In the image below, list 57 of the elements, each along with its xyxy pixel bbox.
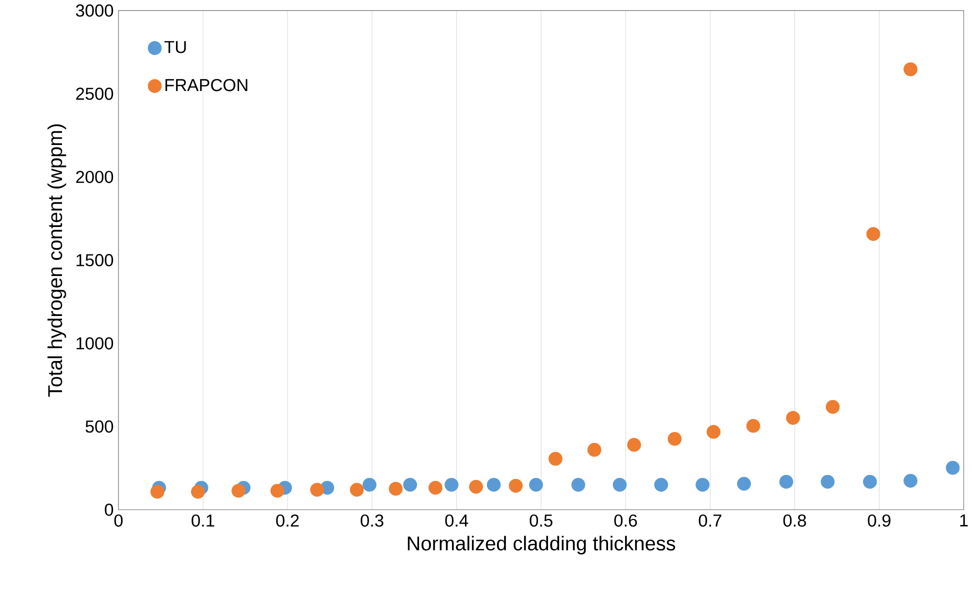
x-tick-label: 0.3: [360, 514, 384, 527]
point: [587, 442, 602, 457]
y-tick-label: 1000: [76, 337, 114, 350]
point: [150, 484, 164, 499]
point: [508, 478, 523, 493]
point: [362, 478, 376, 492]
point: [612, 478, 627, 492]
point: [706, 424, 720, 439]
x-tick-label: 0.2: [276, 514, 299, 527]
point: [232, 484, 246, 498]
point: [627, 438, 642, 452]
x-tick-label: 0.7: [698, 514, 722, 527]
point: [403, 478, 418, 492]
point: [826, 400, 840, 414]
point: [904, 474, 918, 488]
y-tick-label: 1500: [76, 254, 114, 266]
x-tick-label: 0.9: [868, 514, 890, 527]
x-tick-label: 0.1: [192, 514, 214, 527]
point: [350, 482, 364, 497]
point: [668, 432, 682, 446]
point: [746, 418, 760, 433]
point: [654, 478, 668, 492]
x-tick-label: 0.5: [530, 514, 552, 527]
point: [737, 476, 751, 491]
point: [469, 480, 483, 494]
point: [820, 474, 835, 489]
point: [529, 478, 543, 492]
point: [904, 62, 918, 76]
y-tick-label: 500: [86, 420, 114, 433]
point: [863, 474, 877, 489]
y-tick-label: 2000: [76, 170, 114, 184]
y-tick-label: 3000: [76, 4, 114, 17]
legend-label: TU: [164, 41, 186, 54]
y-axis-title: Total hydrogen content (wppm): [48, 124, 66, 397]
point: [779, 474, 794, 489]
x-axis-title: Normalized cladding thickness: [408, 536, 676, 554]
point: [310, 482, 324, 497]
x-tick-label: 0.6: [614, 514, 637, 527]
point: [696, 478, 710, 492]
y-tick-label: 2500: [76, 88, 114, 100]
point: [191, 484, 205, 499]
point: [571, 478, 586, 492]
legend-label: FRAPCON: [165, 79, 248, 92]
point: [388, 482, 403, 496]
point: [428, 480, 442, 495]
point: [946, 460, 960, 475]
point: [548, 452, 562, 466]
point: [486, 478, 501, 492]
point: [786, 411, 800, 425]
x-tick-label: 1: [960, 514, 968, 526]
x-tick-label: 0.4: [445, 514, 468, 527]
x-tick-label: 0.8: [783, 514, 806, 527]
point: [444, 478, 458, 492]
x-tick-label: 0: [114, 514, 123, 527]
y-tick-label: 0: [104, 504, 114, 516]
point: [866, 227, 880, 241]
point: [270, 484, 284, 498]
